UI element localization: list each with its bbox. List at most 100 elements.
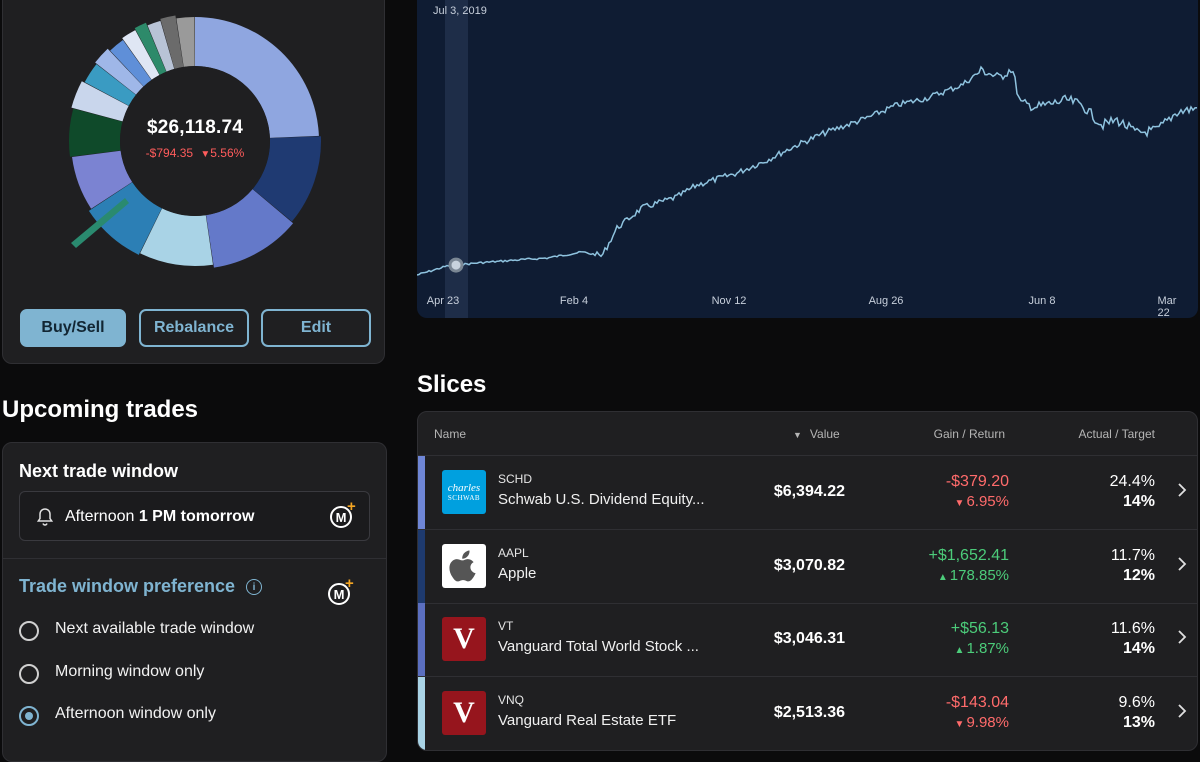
ticker: SCHD [498,472,533,486]
target-percent: 12% [1122,566,1155,584]
gain-amount: +$1,652.41 [928,546,1009,564]
donut-segment[interactable] [176,17,195,67]
ticker: VT [498,619,514,633]
window-period: Afternoon [65,508,139,525]
x-axis-tick-label: Jun 8 [1028,295,1056,307]
change-amount: -$794.35 [145,146,194,160]
performance-chart[interactable]: Jul 3, 2019 Apr 23 Feb 4 Nov 12 Aug 26 Jun 8… [417,0,1198,318]
table-row[interactable]: AAPL Apple $3,070.82 +$1,652.41 ▲ 178.85% 11.7… [418,529,1197,604]
down-arrow-icon: ▼ [954,498,965,509]
slice-color-accent [418,676,425,750]
donut-segment[interactable] [88,182,162,255]
up-arrow-icon: ▲ [937,571,948,583]
next-trade-window-title: Next trade window [19,461,179,481]
radio-button[interactable] [19,664,39,684]
down-arrow-icon: ▼ [954,718,965,730]
donut-segment[interactable] [95,48,144,95]
chevron-right-icon[interactable] [1177,703,1187,719]
slice-value: $3,070.82 [773,556,845,574]
chevron-right-icon[interactable] [1177,482,1187,498]
column-header-value-label: Value [809,427,840,441]
down-arrow-icon: ▼ [200,149,211,160]
chevron-right-icon[interactable] [1177,556,1187,572]
change-percent: 5.56% [210,146,245,160]
slices-table: Name ▼ Value Gain / Return Actual / Targe… [417,411,1198,751]
schwab-logo: charles SCHWAB [442,470,486,514]
performance-line-chart[interactable] [417,0,1198,318]
apple-logo [442,543,486,588]
return-percent: ▲ 1.87% [954,640,1009,657]
actual-percent: 24.4% [1109,473,1155,490]
donut-segment[interactable] [71,81,129,122]
fund-name: Vanguard Total World Stock ... [498,638,699,655]
trade-window-card: Next trade window Afternoon 1 PM tomorro… [2,442,387,762]
bell-icon [36,508,54,526]
donut-segment[interactable] [72,150,133,209]
divider [3,558,386,559]
table-row[interactable]: charles SCHWAB SCHD Schwab U.S. Dividend Eq… [418,456,1197,530]
column-header-actual-target[interactable]: Actual / Target [1078,427,1156,441]
table-row[interactable]: V VT Vanguard Total World Stock ... $3,046.… [418,603,1197,677]
donut-segment[interactable] [206,189,294,268]
donut-center: $26,118.74 -$794.35 ▼5.56% [95,117,295,160]
x-axis-tick-label: Apr 23 [426,295,460,307]
gain-amount: -$379.20 [945,473,1009,490]
fund-name: Apple [498,564,537,582]
target-percent: 14% [1122,493,1155,510]
slice-value: $2,513.36 [773,703,845,721]
fund-name: Schwab U.S. Dividend Equity... [498,491,705,508]
allocation-donut-chart[interactable] [3,0,387,281]
window-time: 1 PM tomorrow [138,508,255,525]
radio-button[interactable] [19,706,39,726]
info-icon[interactable]: i [246,579,262,595]
slice-color-accent [418,529,425,603]
radio-button[interactable] [19,621,39,641]
upcoming-trades-heading: Upcoming trades [2,396,199,423]
actual-percent: 11.6% [1110,620,1155,637]
column-header-name[interactable]: Name [434,427,467,441]
donut-segment[interactable] [122,30,160,80]
chevron-right-icon[interactable] [1177,629,1187,645]
ticker: AAPL [498,545,529,560]
radio-label: Morning window only [55,663,205,680]
next-trade-window-text: Afternoon 1 PM tomorrow [65,508,254,526]
donut-segment-highlight[interactable] [71,198,129,248]
buy-sell-button[interactable]: Buy/Sell [20,309,126,347]
donut-segment[interactable] [195,17,319,138]
trade-window-preference-title: Trade window preference [19,576,236,596]
m1-plus-badge-icon: M + [328,575,356,608]
up-arrow-icon: ▲ [954,645,965,656]
radio-label: Next available trade window [55,620,255,637]
donut-segment[interactable] [134,22,167,75]
x-axis-tick-label: Mar 22 [1157,295,1177,318]
donut-segment[interactable] [84,64,136,106]
ticker: VNQ [498,692,525,707]
table-header: Name ▼ Value Gain / Return Actual / Targe… [418,412,1197,456]
rebalance-button[interactable]: Rebalance [139,309,249,347]
x-axis-tick-label: Nov 12 [711,295,747,307]
donut-segment[interactable] [110,40,152,87]
donut-segment[interactable] [160,15,184,69]
hover-date-label: Jul 3, 2019 [433,5,487,17]
return-percent: ▲ 178.85% [937,566,1009,584]
column-header-gain-return[interactable]: Gain / Return [933,427,1005,441]
donut-segment[interactable] [252,136,321,222]
edit-button[interactable]: Edit [261,309,371,347]
fund-name: Vanguard Real Estate ETF [498,711,677,729]
portfolio-card: $26,118.74 -$794.35 ▼5.56% Buy/Sell Reba… [2,0,385,364]
return-percent: ▼ 9.98% [954,713,1009,731]
sort-caret-icon: ▼ [793,430,802,440]
donut-segment[interactable] [147,20,175,72]
donut-segment[interactable] [140,208,214,267]
x-axis-tick-label: Aug 26 [868,295,904,307]
vanguard-logo: V [442,690,486,735]
table-row[interactable]: V VNQ Vanguard Real Estate ETF $2,513.36 -$1… [418,676,1197,750]
slice-value: $3,046.31 [773,630,845,647]
donut-hole [120,66,270,216]
donut-segment[interactable] [69,108,123,157]
column-header-value[interactable]: ▼ Value [793,427,840,441]
return-percent: ▼ 6.95% [954,493,1009,510]
slice-value: $6,394.22 [773,483,845,500]
vanguard-logo: V [442,617,486,661]
target-percent: 14% [1122,640,1155,657]
